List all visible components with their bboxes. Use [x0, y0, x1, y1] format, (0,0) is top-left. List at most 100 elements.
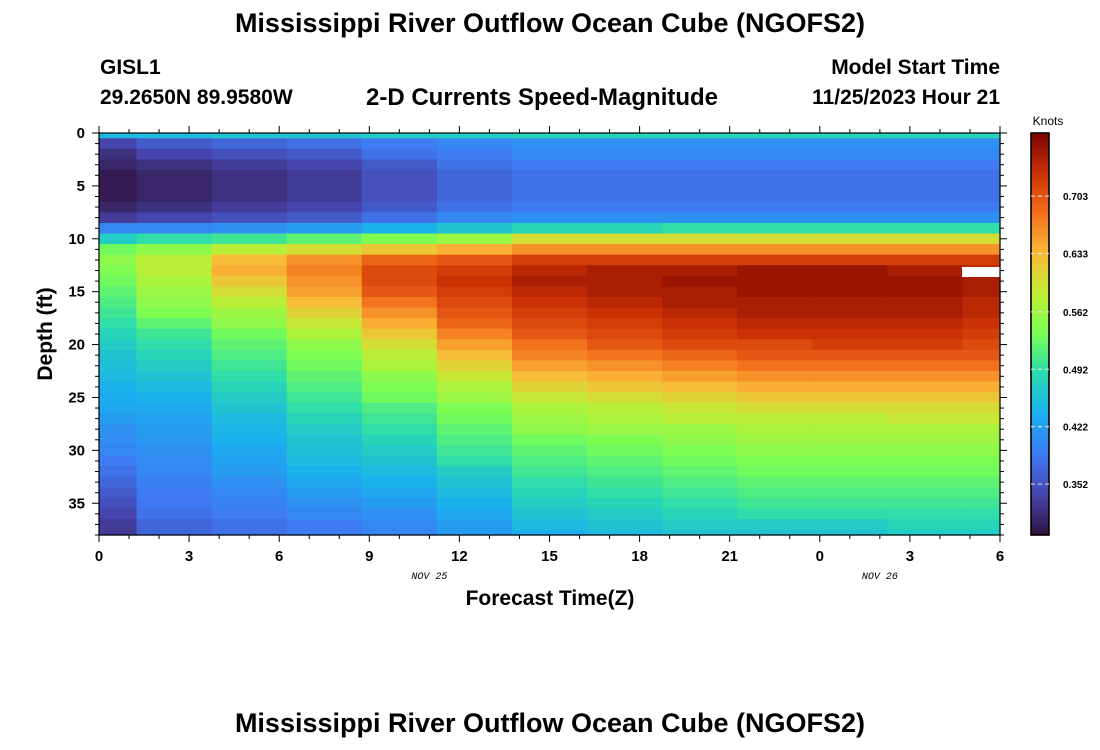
heatmap-cell [286, 180, 363, 192]
heatmap-cell [286, 445, 363, 457]
heatmap-cell [286, 275, 363, 287]
heatmap-cell [962, 328, 1001, 340]
heatmap-cell [662, 159, 738, 171]
heatmap-cell [812, 508, 888, 520]
heatmap-cell [99, 413, 138, 425]
heatmap-cell [962, 275, 1001, 287]
heatmap-cell [662, 133, 738, 139]
heatmap-cell [436, 476, 513, 488]
heatmap-cell [286, 508, 363, 520]
colorbar-tick-label: 0.422 [1063, 423, 1088, 434]
heatmap-cell [737, 296, 813, 309]
x-axis-title: Forecast Time(Z) [466, 587, 635, 610]
heatmap-cell [662, 318, 738, 330]
heatmap-cell [211, 497, 288, 510]
heatmap-cell [812, 339, 888, 351]
heatmap-cell [286, 233, 363, 245]
heatmap-cell [812, 191, 888, 203]
heatmap-cell [361, 487, 438, 499]
heatmap-cell [286, 529, 363, 536]
heatmap-cell [662, 286, 738, 298]
heatmap-cell [99, 180, 138, 192]
heatmap-cell [286, 455, 363, 467]
heatmap-cell [136, 318, 213, 330]
heatmap-cell [211, 318, 288, 330]
heatmap-cell [436, 455, 513, 467]
heatmap-cell [436, 296, 513, 309]
heatmap-cell [737, 133, 813, 139]
heatmap-cell [361, 466, 438, 478]
heatmap-cell [662, 360, 738, 372]
heatmap-cell [587, 212, 663, 224]
colorbar-tick-label: 0.562 [1063, 308, 1088, 319]
heatmap-cell [587, 265, 663, 277]
heatmap-cell [887, 455, 964, 467]
heatmap-cell [962, 445, 1001, 457]
heatmap-cell [99, 529, 138, 536]
heatmap-cell [587, 360, 663, 372]
heatmap-cell [99, 371, 138, 383]
heatmap-cell [211, 148, 288, 161]
heatmap-cell [211, 476, 288, 488]
heatmap-cell [99, 286, 138, 298]
heatmap-cell [436, 381, 513, 393]
heatmap-cell [286, 318, 363, 330]
heatmap-cell [511, 133, 588, 139]
heatmap-cell [211, 434, 288, 446]
model-start-label: Model Start Time [831, 56, 1000, 79]
heatmap-cell [286, 254, 363, 266]
x-tick-label: 12 [451, 548, 468, 565]
heatmap-cell [511, 423, 588, 436]
heatmap-cell [737, 138, 813, 150]
date-label: NOV 25 [411, 572, 447, 583]
heatmap-cell [812, 133, 888, 139]
heatmap-cell [436, 508, 513, 520]
heatmap-cell [286, 466, 363, 478]
heatmap-cell [887, 318, 964, 330]
heatmap-cell [887, 275, 964, 287]
heatmap-cell [587, 244, 663, 256]
heatmap-cell [511, 148, 588, 161]
heatmap-cell [662, 307, 738, 319]
heatmap-cell [812, 328, 888, 340]
heatmap-cell [887, 371, 964, 383]
heatmap-cell [662, 423, 738, 436]
heatmap-cell [662, 381, 738, 393]
heatmap-cell [887, 307, 964, 319]
colorbar-frame [1030, 132, 1050, 536]
heatmap-cell [587, 487, 663, 499]
heatmap-cell [211, 265, 288, 277]
heatmap-cell [962, 455, 1001, 467]
heatmap-cell [211, 339, 288, 351]
heatmap-cell [436, 392, 513, 404]
heatmap-cell [361, 133, 438, 139]
heatmap-cell [812, 254, 888, 266]
heatmap-cell [587, 339, 663, 351]
heatmap-cell [211, 349, 288, 362]
heatmap-cell [136, 328, 213, 340]
heatmap-cell [211, 519, 288, 531]
heatmap-cell [136, 466, 213, 478]
heatmap-cell [361, 212, 438, 224]
heatmap-cell [887, 434, 964, 446]
heatmap-cell [887, 349, 964, 362]
heatmap-cell [587, 233, 663, 245]
heatmap-cell [361, 497, 438, 510]
heatmap-cell [737, 402, 813, 414]
heatmap-cell [99, 519, 138, 531]
heatmap-cell [887, 339, 964, 351]
heatmap-cell [812, 212, 888, 224]
heatmap-cell [436, 339, 513, 351]
colorbar-tick-label: 0.633 [1063, 250, 1088, 261]
heatmap-cell [962, 423, 1001, 436]
heatmap-cell [812, 413, 888, 425]
heatmap-cell [136, 519, 213, 531]
heatmap-cell [211, 254, 288, 266]
heatmap-cell [587, 254, 663, 266]
heatmap-cell [136, 159, 213, 171]
heatmap-cell [286, 392, 363, 404]
heatmap-cell [361, 423, 438, 436]
heatmap-cell [812, 381, 888, 393]
heatmap-cell [99, 222, 138, 235]
heatmap-cell [812, 222, 888, 235]
